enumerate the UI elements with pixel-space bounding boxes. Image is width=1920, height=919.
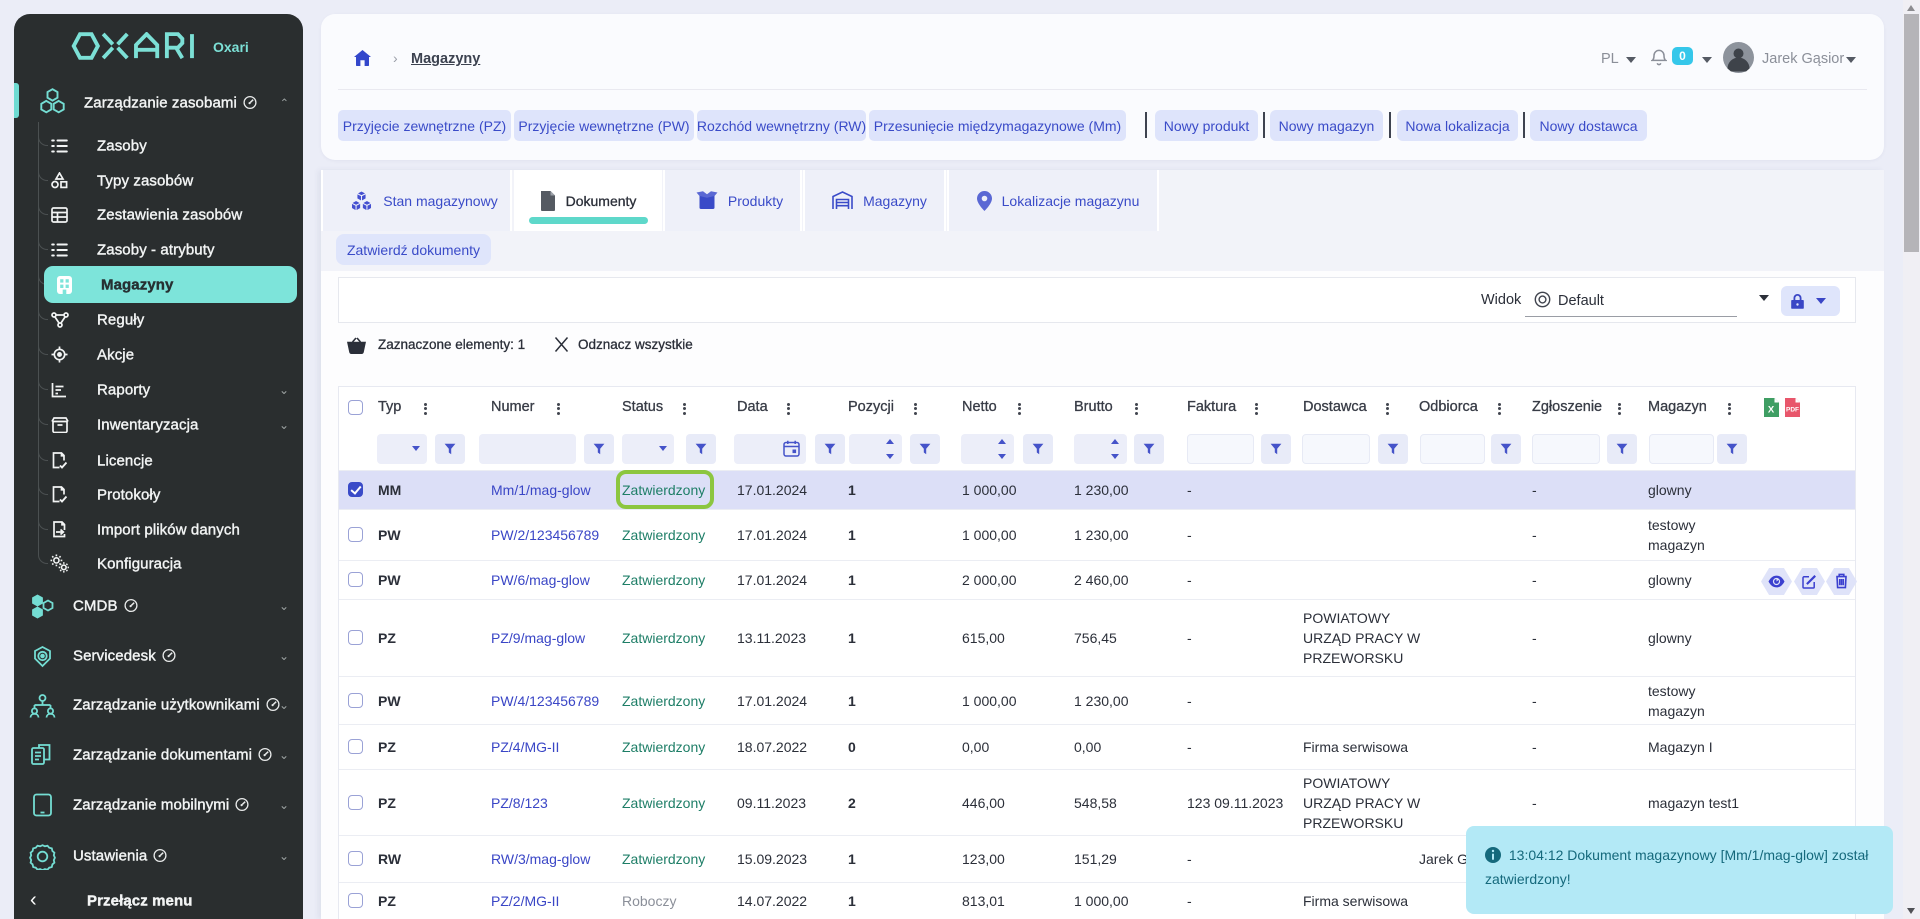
svg-text:X: X bbox=[1768, 405, 1775, 416]
svg-text:PDF: PDF bbox=[1786, 407, 1799, 414]
